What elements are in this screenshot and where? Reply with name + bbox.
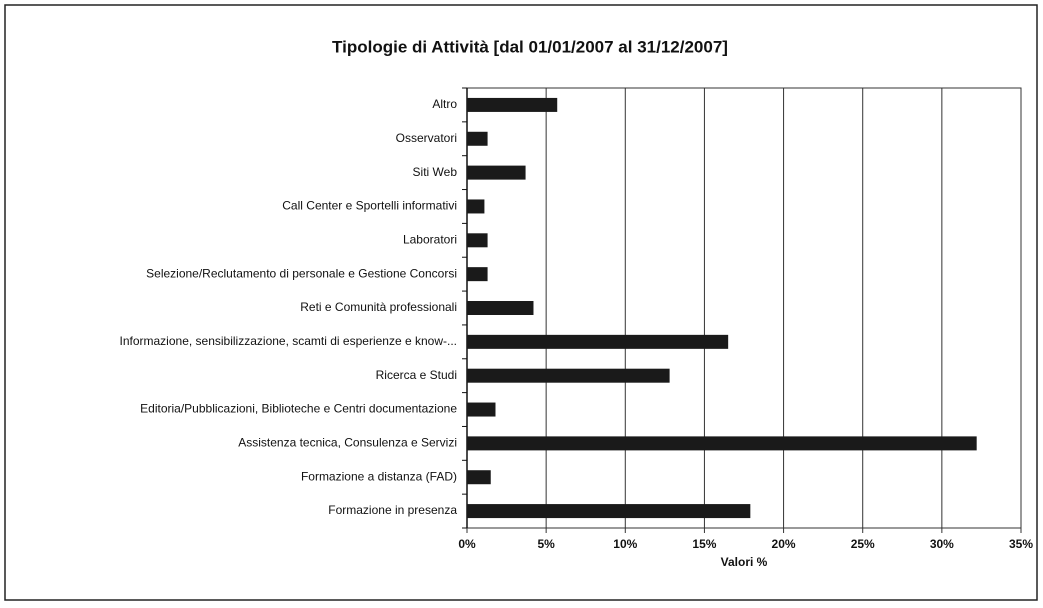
x-axis-label: Valori % (721, 555, 768, 569)
y-tick-label: Formazione in presenza (328, 503, 457, 517)
y-tick-label: Call Center e Sportelli informativi (282, 199, 457, 213)
x-tick-label: 5% (537, 537, 555, 551)
bar (467, 233, 488, 248)
x-tick-label: 15% (692, 537, 716, 551)
bar (467, 97, 558, 112)
bar (467, 470, 491, 485)
y-tick-label: Formazione a distanza (FAD) (301, 469, 457, 483)
chart-title: Tipologie di Attività [dal 01/01/2007 al… (332, 37, 728, 56)
bar (467, 402, 496, 417)
y-tick-label: Assistenza tecnica, Consulenza e Servizi (238, 436, 457, 450)
bar (467, 504, 751, 519)
bar (467, 199, 485, 214)
x-tick-label: 25% (851, 537, 875, 551)
bar (467, 165, 526, 180)
y-tick-label: Informazione, sensibilizzazione, scamti … (120, 334, 458, 348)
y-tick-label: Reti e Comunità professionali (300, 300, 457, 314)
x-tick-label: 35% (1009, 537, 1033, 551)
y-tick-label: Siti Web (413, 165, 458, 179)
x-tick-label: 10% (613, 537, 637, 551)
bar (467, 301, 534, 315)
bar (467, 368, 670, 383)
y-tick-label: Selezione/Reclutamento di personale e Ge… (146, 266, 457, 280)
y-tick-label: Ricerca e Studi (376, 368, 457, 382)
bar (467, 436, 977, 451)
bar (467, 131, 488, 146)
x-tick-label: 30% (930, 537, 954, 551)
x-tick-label: 20% (772, 537, 796, 551)
y-tick-label: Laboratori (403, 232, 457, 246)
bar (467, 334, 729, 349)
y-tick-label: Editoria/Pubblicazioni, Biblioteche e Ce… (140, 402, 457, 416)
x-tick-label: 0% (458, 537, 476, 551)
bar (467, 267, 488, 282)
plot-area (466, 87, 1022, 529)
y-tick-label: Osservatori (396, 131, 457, 145)
chart-border (4, 4, 1038, 601)
y-tick-label: Altro (432, 97, 457, 111)
